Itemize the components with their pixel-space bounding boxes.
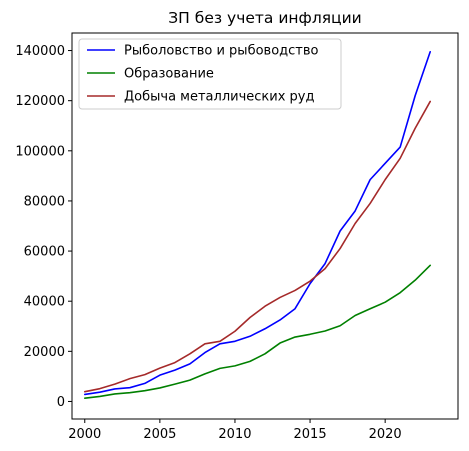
y-tick-label: 0 — [57, 395, 65, 410]
y-tick-label: 40000 — [24, 295, 65, 310]
y-tick-label: 20000 — [24, 345, 65, 360]
y-tick-label: 140000 — [15, 44, 65, 59]
series-lines — [83, 50, 432, 400]
x-tick-label: 2010 — [218, 427, 251, 442]
legend-label: Рыболовство и рыбоводство — [124, 44, 319, 59]
x-axis: 2000 2005 2010 2015 2020 — [68, 419, 402, 442]
y-tick-label: 120000 — [15, 94, 65, 109]
x-tick-label: 2015 — [294, 427, 327, 442]
x-tick-label: 2000 — [68, 427, 101, 442]
y-tick-label: 100000 — [15, 144, 65, 159]
chart-title: ЗП без учета инфляции — [168, 9, 362, 27]
x-tick-label: 2005 — [143, 427, 176, 442]
plot-area-frame — [71, 32, 459, 420]
legend-box — [78, 38, 342, 110]
y-tick-label: 80000 — [24, 194, 65, 209]
y-axis: 0 20000 40000 60000 80000 100000 120000 140000 — [15, 44, 72, 410]
x-tick-label: 2020 — [369, 427, 402, 442]
legend-label: Добыча металлических руд — [124, 90, 314, 105]
legend-label: Образование — [124, 67, 214, 82]
y-tick-label: 60000 — [24, 245, 65, 260]
series-line-2 — [83, 264, 432, 400]
series-line-3 — [83, 100, 432, 393]
legend: Рыболовство и рыбоводство Образование Добы… — [78, 38, 342, 110]
series-line-1 — [83, 50, 432, 396]
